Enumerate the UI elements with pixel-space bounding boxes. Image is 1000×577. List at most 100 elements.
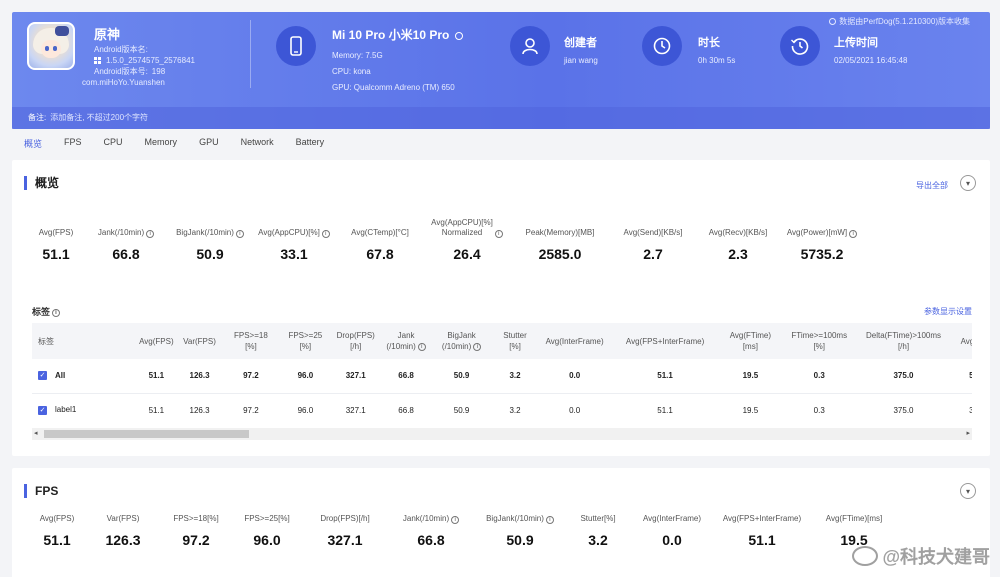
device-title: Mi 10 Pro 小米10 Pro xyxy=(332,26,463,43)
table-cell: 96.0 xyxy=(297,371,314,381)
info-icon[interactable]: i xyxy=(849,230,858,238)
chevron-down-icon: ▾ xyxy=(965,178,970,188)
overview-metric: Avg(CTemp)[°C] 67.8 xyxy=(336,216,424,262)
metric-label: Var(FPS) xyxy=(106,514,140,523)
metric-value: 96.0 xyxy=(253,532,281,548)
info-icon[interactable]: i xyxy=(235,230,244,238)
scroll-left-icon[interactable]: ◂ xyxy=(34,430,38,437)
app-icon xyxy=(27,22,75,70)
tab-gpu[interactable]: GPU xyxy=(199,137,219,147)
info-icon[interactable]: i xyxy=(321,230,330,238)
table-cell: 375.0 xyxy=(893,405,914,415)
fps-metric: FPS>=18[%] 97.2 xyxy=(160,510,232,548)
tab-overview[interactable]: 概览 xyxy=(24,139,43,149)
overview-metric: Avg(Send)[KB/s] 2.7 xyxy=(610,216,696,262)
app-name: 原神 xyxy=(94,27,121,42)
table-row[interactable]: ✓ label1 51.1 126.3 97.2 96.0 327.1 66.8 50.9 3.2… xyxy=(32,393,972,418)
metric-value: 5735.2 xyxy=(800,246,844,262)
upload-value: 02/05/2021 16:45:48 xyxy=(834,56,908,65)
notes-input[interactable]: 备注: 添加备注, 不超过200个字符 xyxy=(12,107,990,129)
metric-label: Avg(FTime)[ms] xyxy=(825,514,883,523)
device-info-icon[interactable] xyxy=(454,31,463,40)
metric-label: FPS>=18[%] xyxy=(173,514,219,523)
info-icon[interactable]: i xyxy=(417,342,426,351)
clock-icon xyxy=(642,26,682,66)
metric-label: Peak(Memory)[MB] xyxy=(525,228,595,237)
tab-cpu[interactable]: CPU xyxy=(103,137,123,147)
labels-section-title: 标签 i xyxy=(32,305,61,318)
column-header[interactable]: Avg(FTime) [ms] xyxy=(729,331,772,351)
tab-battery[interactable]: Battery xyxy=(295,137,325,147)
notes-label: 备注: xyxy=(28,113,47,122)
table-cell: 3 xyxy=(969,405,972,415)
duration-label: 时长 xyxy=(698,37,720,49)
column-header[interactable]: FPS>=25 [%] xyxy=(288,331,323,351)
metric-value: 66.8 xyxy=(417,532,445,548)
table-cell: 19.5 xyxy=(742,371,759,381)
param-settings-link[interactable]: 参数显示设置 xyxy=(924,307,972,316)
weibo-watermark: @科技犬建哥 xyxy=(852,543,990,569)
notes-placeholder: 添加备注, 不超过200个字符 xyxy=(50,113,149,122)
column-header[interactable]: Avg(InterFrame) xyxy=(545,336,604,346)
column-header[interactable]: Avg(FPS+InterFrame) xyxy=(625,336,705,346)
table-cell: 0.3 xyxy=(813,405,825,415)
metric-label: Avg(AppCPU)[%] Normalized i xyxy=(424,216,510,238)
export-all-link[interactable]: 导出全部 xyxy=(916,181,948,190)
column-header[interactable]: 标签 xyxy=(38,336,54,346)
android-version-code: 198 xyxy=(151,67,166,76)
report-header: 原神 Android版本名: 1.5.0_2574575_2576841 And… xyxy=(12,12,990,129)
phone-icon xyxy=(276,26,316,66)
table-cell: 96.0 xyxy=(297,405,314,415)
table-cell: 97.2 xyxy=(243,371,259,381)
table-cell: 3.2 xyxy=(509,405,521,415)
info-icon[interactable]: i xyxy=(545,516,554,524)
metric-value: 3.2 xyxy=(588,532,608,548)
table-cell: 19.5 xyxy=(742,405,759,415)
metric-value: 51.1 xyxy=(748,532,776,548)
info-icon[interactable]: i xyxy=(146,230,155,238)
fps-metric: Stutter[%] 3.2 xyxy=(566,510,630,548)
row-label-cell: ✓ label1 xyxy=(32,393,135,418)
fps-metric: BigJank(/10min) i 50.9 xyxy=(474,510,566,548)
metric-value: 126.3 xyxy=(105,532,141,548)
overview-collapse-button[interactable]: ▾ xyxy=(960,175,976,191)
metric-value: 97.2 xyxy=(182,532,210,548)
device-meta: Memory: 7.5G CPU: kona GPU: Qualcomm Adr… xyxy=(332,48,455,96)
app-meta: Android版本名: 1.5.0_2574575_2576841 Androi… xyxy=(82,44,195,88)
metric-label: Avg(InterFrame) xyxy=(642,514,702,523)
column-header[interactable]: Var(FPS) xyxy=(183,336,216,346)
metric-value: 67.8 xyxy=(366,246,394,262)
overview-card: 概览 导出全部 ▾ Avg(FPS) 51.1 Jank(/10min) i 66.8 B… xyxy=(12,160,990,456)
column-header[interactable]: Avg(FPS) xyxy=(139,336,174,346)
info-icon[interactable]: i xyxy=(494,230,503,238)
column-header[interactable]: FPS>=18 [%] xyxy=(233,331,268,351)
column-header[interactable]: Avg(A xyxy=(960,336,972,346)
labels-table: 标签 Avg(FPS) Var(FPS) FPS>=18 [%] FPS>=25 [%]… xyxy=(32,323,972,418)
scrollbar-thumb[interactable] xyxy=(44,430,249,438)
table-cell: 126.3 xyxy=(189,371,210,381)
table-cell: 3.2 xyxy=(509,371,521,381)
column-header[interactable]: FTime>=100ms [%] xyxy=(791,331,848,351)
column-header[interactable]: BigJank (/10min) i xyxy=(431,323,493,359)
fps-collapse-button[interactable]: ▾ xyxy=(960,483,976,499)
info-icon[interactable]: i xyxy=(52,308,61,317)
column-header[interactable]: Drop(FPS) [/h] xyxy=(336,331,375,351)
tab-memory[interactable]: Memory xyxy=(144,137,178,147)
column-header[interactable]: Delta(FTime)>100ms [/h] xyxy=(865,331,942,351)
table-cell: 327.1 xyxy=(345,405,366,415)
column-header[interactable]: Stutter [%] xyxy=(503,331,527,351)
column-header[interactable]: Jank (/10min) i xyxy=(381,323,430,359)
info-icon[interactable]: i xyxy=(473,342,482,351)
info-icon[interactable]: i xyxy=(451,516,460,524)
row-checkbox[interactable]: ✓ xyxy=(38,405,47,415)
metric-value: 327.1 xyxy=(327,532,363,548)
horizontal-scrollbar[interactable]: ◂ ▸ xyxy=(32,428,972,440)
tab-network[interactable]: Network xyxy=(240,137,274,147)
tab-fps[interactable]: FPS xyxy=(64,137,82,147)
row-checkbox[interactable]: ✓ xyxy=(38,371,47,381)
header-divider xyxy=(250,20,251,88)
table-row[interactable]: ✓ All 51.1 126.3 97.2 96.0 327.1 66.8 50.9 3.2 0.0… xyxy=(32,359,972,393)
package-name: com.miHoYo.Yuanshen xyxy=(82,78,165,87)
scroll-right-icon[interactable]: ▸ xyxy=(966,430,970,437)
device-gpu: GPU: Qualcomm Adreno (TM) 650 xyxy=(332,83,455,92)
